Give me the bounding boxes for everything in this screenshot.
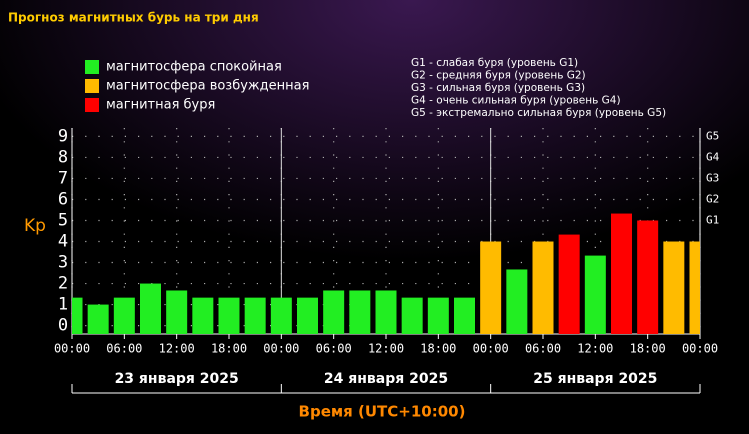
x-tick-label: 18:00 — [420, 342, 456, 356]
bar — [72, 297, 83, 334]
bar — [506, 269, 528, 334]
bar — [192, 297, 214, 334]
bar — [244, 297, 266, 334]
g-legend-label: G2 - средняя буря (уровень G2) — [411, 70, 586, 82]
y-tick-label: 5 — [58, 210, 68, 230]
bars — [72, 213, 700, 334]
bar — [454, 297, 475, 334]
x-tick-label: 12:00 — [159, 342, 195, 356]
g-tick-label: G2 — [706, 192, 719, 205]
bar — [663, 241, 685, 334]
x-tick-label: 18:00 — [211, 342, 247, 356]
y-tick-label: 8 — [58, 147, 68, 167]
g-tick-label: G1 — [706, 213, 719, 226]
chart-title: Прогноз магнитных бурь на три дня — [8, 11, 259, 25]
x-tick-label: 00:00 — [473, 342, 509, 356]
legend-label: магнитосфера спокойная — [106, 60, 282, 75]
legend-label: магнитная буря — [106, 98, 215, 113]
bar — [375, 290, 397, 334]
bar — [532, 241, 554, 334]
x-tick-label: 06:00 — [106, 342, 142, 356]
y-tick-label: 2 — [58, 274, 68, 294]
x-tick-label: 06:00 — [316, 342, 352, 356]
bar — [166, 290, 188, 334]
bar — [689, 241, 700, 334]
y-tick-label: 1 — [58, 295, 68, 315]
bar — [584, 255, 606, 334]
day-label: 25 января 2025 — [533, 371, 657, 387]
x-tick-label: 12:00 — [577, 342, 613, 356]
g-tick-label: G3 — [706, 171, 719, 184]
x-tick-label: 00:00 — [54, 342, 90, 356]
bar — [140, 283, 161, 334]
bar — [480, 241, 502, 334]
bar — [427, 297, 449, 334]
bar — [349, 290, 371, 334]
g-tick-label: G5 — [706, 129, 719, 142]
y-tick-label: 0 — [58, 316, 68, 336]
x-tick-label: 00:00 — [682, 342, 718, 356]
g-legend-label: G3 - сильная буря (уровень G3) — [411, 82, 585, 94]
bar — [87, 304, 109, 334]
day-label: 23 января 2025 — [115, 371, 239, 387]
bar — [297, 297, 318, 334]
bar — [558, 234, 580, 334]
x-tick-label: 18:00 — [630, 342, 666, 356]
bar — [270, 297, 292, 334]
g-legend-label: G1 - слабая буря (уровень G1) — [411, 57, 578, 69]
bar — [611, 213, 632, 334]
bar — [218, 297, 240, 334]
y-tick-label: 6 — [58, 189, 68, 209]
y-tick-label: 3 — [58, 253, 68, 273]
g-tick-label: G4 — [706, 150, 720, 163]
g-legend-label: G5 - экстремально сильная буря (уровень … — [411, 107, 666, 119]
legend-label: магнитосфера возбужденная — [106, 79, 309, 94]
y-tick-label: 9 — [58, 126, 68, 146]
bar — [113, 297, 135, 334]
day-label: 24 января 2025 — [324, 371, 448, 387]
x-tick-label: 06:00 — [525, 342, 561, 356]
legend-swatch — [85, 60, 99, 74]
y-tick-label: 7 — [58, 168, 68, 188]
legend-swatch — [85, 79, 99, 93]
x-axis-label: Время (UTC+10:00) — [299, 403, 466, 421]
y-axis-label: Kp — [24, 216, 46, 236]
legend-swatch — [85, 98, 99, 112]
bar — [401, 297, 423, 334]
g-legend-label: G4 - очень сильная буря (уровень G4) — [411, 95, 621, 107]
x-tick-label: 12:00 — [368, 342, 404, 356]
bar — [323, 290, 345, 334]
bar — [637, 220, 659, 334]
x-tick-label: 00:00 — [263, 342, 299, 356]
y-tick-label: 4 — [58, 232, 68, 252]
